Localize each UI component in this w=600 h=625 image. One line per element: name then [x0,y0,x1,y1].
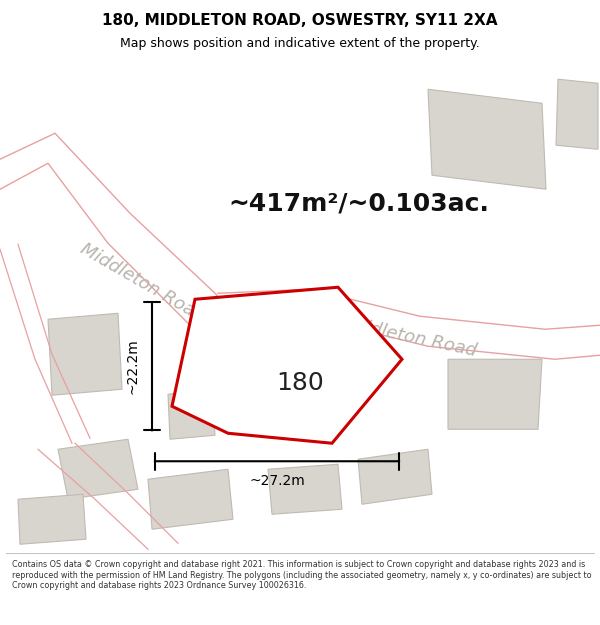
Text: 180: 180 [276,371,324,396]
Text: Contains OS data © Crown copyright and database right 2021. This information is : Contains OS data © Crown copyright and d… [12,560,592,590]
Polygon shape [48,313,122,395]
Polygon shape [172,288,402,443]
Polygon shape [268,464,342,514]
Text: Middleton Road: Middleton Road [337,313,479,359]
Text: 180, MIDDLETON ROAD, OSWESTRY, SY11 2XA: 180, MIDDLETON ROAD, OSWESTRY, SY11 2XA [102,12,498,28]
Polygon shape [556,79,598,149]
Polygon shape [428,89,546,189]
Polygon shape [168,389,215,439]
Text: ~22.2m: ~22.2m [125,338,139,394]
Polygon shape [242,323,342,423]
Text: Middleton Road: Middleton Road [77,241,207,326]
Polygon shape [358,449,432,504]
Polygon shape [148,469,233,529]
Text: ~417m²/~0.103ac.: ~417m²/~0.103ac. [228,191,489,215]
Polygon shape [18,494,86,544]
Text: Map shows position and indicative extent of the property.: Map shows position and indicative extent… [120,37,480,50]
Polygon shape [58,439,138,499]
Polygon shape [448,359,542,429]
Text: ~27.2m: ~27.2m [249,474,305,488]
